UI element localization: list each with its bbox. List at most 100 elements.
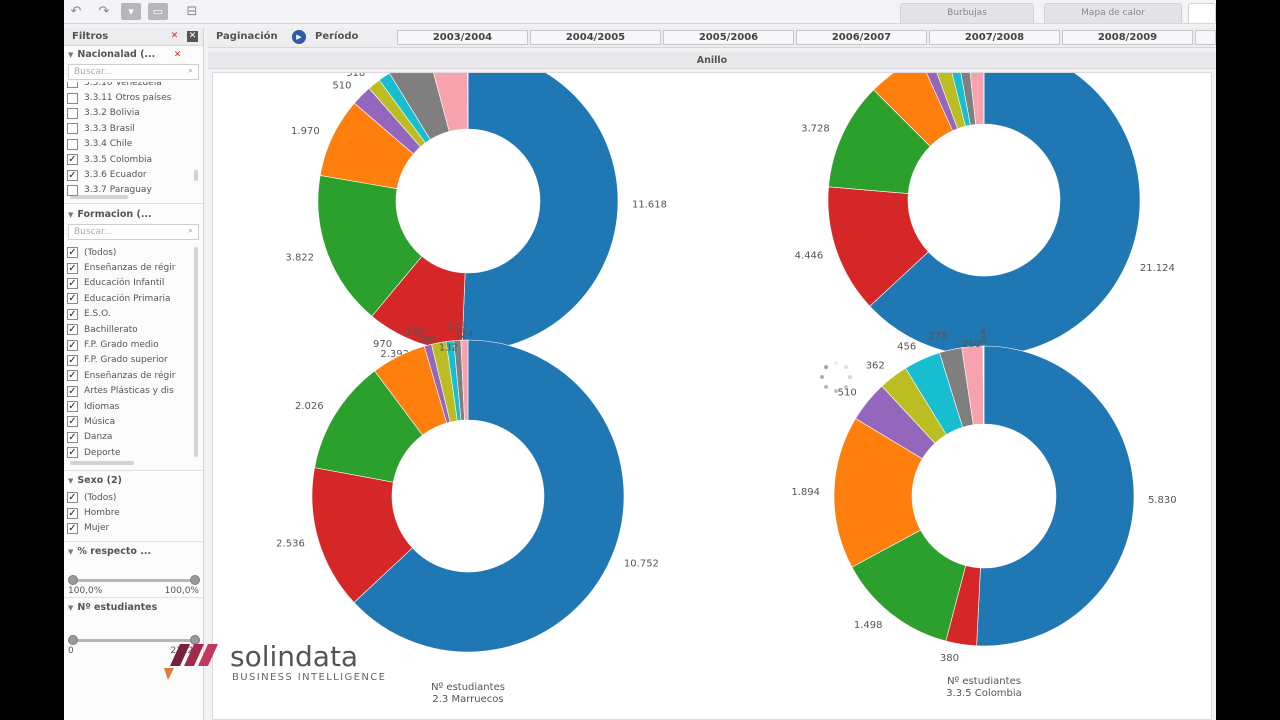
solindata-logo: solindata BUSINESS INTELLIGENCE xyxy=(164,640,385,683)
checkbox-checked[interactable]: ✓ xyxy=(67,169,78,181)
play-icon[interactable]: ▶ xyxy=(292,30,306,44)
slider-min-handle[interactable] xyxy=(68,575,78,585)
checkbox-checked[interactable]: ✓ xyxy=(67,339,78,351)
list-item[interactable]: ✓ Idiomas xyxy=(64,399,203,414)
checkbox-checked[interactable]: ✓ xyxy=(67,447,78,459)
list-item[interactable]: ✓ 3.3.6 Ecuador xyxy=(64,167,203,182)
respecto-range-slider[interactable]: 100,0% 100,0% xyxy=(64,571,203,597)
list-item[interactable]: ✓ Educación Infantil xyxy=(64,276,203,291)
list-item[interactable]: ✓ E.S.O. xyxy=(64,307,203,322)
clear-filters-icon[interactable]: ✕ xyxy=(170,31,179,41)
clear-filter-icon[interactable]: ✕ xyxy=(173,50,182,60)
undo-icon[interactable]: ↶ xyxy=(70,4,82,19)
checkbox-checked[interactable]: ✓ xyxy=(67,522,78,534)
list-item[interactable]: ✓ Enseñanzas de régir xyxy=(64,368,203,383)
list-item[interactable]: ✓ 3.3.5 Colombia xyxy=(64,152,203,167)
donut-slice[interactable] xyxy=(976,345,1135,647)
data-label: 1.498 xyxy=(854,620,883,631)
nacionalidad-section-title[interactable]: ▼ Nacionalad (... ✕ xyxy=(68,49,182,60)
checkbox-checked[interactable]: ✓ xyxy=(67,401,78,413)
respecto-section-title[interactable]: ▼% respecto ... xyxy=(68,546,152,557)
list-item[interactable]: 3.3.11 Otros países xyxy=(64,90,203,105)
formacion-section-title[interactable]: ▼ Formacion (... xyxy=(68,209,152,220)
checkbox[interactable] xyxy=(67,138,78,150)
list-item[interactable]: ✓ Hombre xyxy=(64,505,203,520)
donut-slice[interactable] xyxy=(833,418,923,568)
sexo-section-title[interactable]: ▼ Sexo (2) xyxy=(68,475,122,486)
checkbox-checked[interactable]: ✓ xyxy=(67,416,78,428)
checkbox-checked[interactable]: ✓ xyxy=(67,507,78,519)
checkbox-checked[interactable]: ✓ xyxy=(67,247,78,259)
list-item[interactable]: 3.3.7 Paraguay xyxy=(64,183,203,198)
list-item[interactable]: ✓ (Todos) xyxy=(64,245,203,260)
list-item[interactable]: ✓ (Todos) xyxy=(64,490,203,505)
donut-slice[interactable] xyxy=(983,345,985,425)
list-item[interactable]: ✓ Mujer xyxy=(64,521,203,536)
checkbox-checked[interactable]: ✓ xyxy=(67,277,78,289)
checkbox-checked[interactable]: ✓ xyxy=(67,308,78,320)
donut-slice[interactable] xyxy=(311,467,413,603)
checkbox-checked[interactable]: ✓ xyxy=(67,431,78,443)
donut-slice[interactable] xyxy=(317,175,423,317)
tab-anillo[interactable] xyxy=(1188,3,1216,23)
list-item[interactable]: 3.3.2 Bolivia xyxy=(64,106,203,121)
list-item[interactable]: 3.3.10 Venezuela xyxy=(64,82,203,90)
save-icon[interactable]: ▾ xyxy=(121,3,141,20)
list-item[interactable]: 3.3.4 Chile xyxy=(64,137,203,152)
data-label: 260 xyxy=(417,335,436,346)
checkbox[interactable] xyxy=(67,107,78,119)
checkbox-checked[interactable]: ✓ xyxy=(67,293,78,305)
vertical-scrollbar[interactable] xyxy=(194,170,198,181)
checkbox-checked[interactable]: ✓ xyxy=(67,262,78,274)
vertical-scrollbar[interactable] xyxy=(194,247,198,457)
screen-icon[interactable]: ⊟ xyxy=(186,4,198,19)
checkbox[interactable] xyxy=(67,123,78,135)
nacionalidad-search-input[interactable]: Buscar... ⌕ xyxy=(68,64,199,80)
year-tab[interactable]: 2008/2009 xyxy=(1062,30,1193,45)
collapse-triangle-icon: ▼ xyxy=(68,548,74,556)
checkbox[interactable] xyxy=(67,82,78,89)
list-item-label: Hombre xyxy=(84,508,120,519)
formacion-search-input[interactable]: Buscar... ⌕ xyxy=(68,224,199,240)
data-label: 260 xyxy=(962,339,981,350)
donut-slice[interactable] xyxy=(461,50,619,352)
list-item[interactable]: ✓ Artes Plásticas y dis xyxy=(64,384,203,399)
data-label: 21.124 xyxy=(1140,263,1175,274)
tab-mapa-de-calor[interactable]: Mapa de calor xyxy=(1044,3,1182,23)
checkbox[interactable] xyxy=(67,184,78,196)
list-item[interactable]: ✓ Bachillerato xyxy=(64,322,203,337)
horizontal-scrollbar[interactable] xyxy=(70,195,128,199)
list-item[interactable]: 3.3.3 Brasil xyxy=(64,121,203,136)
year-tab[interactable]: 2005/2006 xyxy=(663,30,794,45)
donut-slice[interactable] xyxy=(353,339,625,653)
checkbox-checked[interactable]: ✓ xyxy=(67,370,78,382)
checkbox-checked[interactable]: ✓ xyxy=(67,324,78,336)
estudiantes-section-title[interactable]: ▼ Nº estudiantes xyxy=(68,602,158,613)
checkbox-checked[interactable]: ✓ xyxy=(67,154,78,166)
redo-icon[interactable]: ↷ xyxy=(98,4,110,19)
window-icon[interactable]: ▭ xyxy=(148,3,168,20)
checkbox[interactable] xyxy=(67,92,78,104)
donut-slice[interactable] xyxy=(869,43,1141,357)
year-tab[interactable]: 2003/2004 xyxy=(397,30,528,45)
list-item[interactable]: ✓ Deporte xyxy=(64,445,203,460)
list-item[interactable]: ✓ Danza xyxy=(64,430,203,445)
year-tab[interactable]: 2007/2008 xyxy=(929,30,1060,45)
list-item[interactable]: ✓ F.P. Grado medio xyxy=(64,337,203,352)
close-icon[interactable]: ✕ xyxy=(187,31,198,42)
list-item[interactable]: ✓ F.P. Grado superior xyxy=(64,353,203,368)
checkbox-checked[interactable]: ✓ xyxy=(67,492,78,504)
checkbox-checked[interactable]: ✓ xyxy=(67,385,78,397)
year-tab[interactable]: 2006/2007 xyxy=(796,30,927,45)
horizontal-scrollbar[interactable] xyxy=(70,461,134,465)
list-item[interactable]: ✓ Música xyxy=(64,414,203,429)
year-tab-overflow[interactable] xyxy=(1195,30,1216,45)
slider-max-handle[interactable] xyxy=(190,575,200,585)
tab-burbujas[interactable]: Burbujas xyxy=(900,3,1034,23)
donut-slice[interactable] xyxy=(460,339,469,421)
list-item[interactable]: ✓ Educación Primaria xyxy=(64,291,203,306)
list-item[interactable]: ✓ Enseñanzas de régir xyxy=(64,260,203,275)
year-tab[interactable]: 2004/2005 xyxy=(530,30,661,45)
slider-min-handle[interactable] xyxy=(68,635,78,645)
checkbox-checked[interactable]: ✓ xyxy=(67,354,78,366)
